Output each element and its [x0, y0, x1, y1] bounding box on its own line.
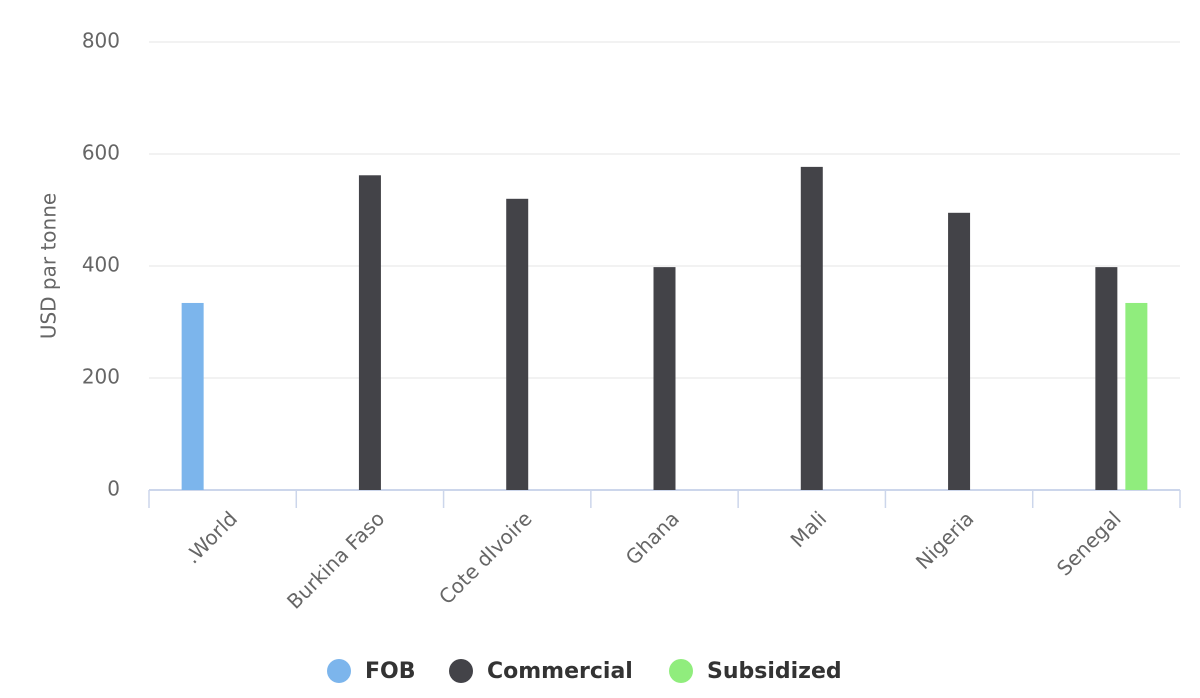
x-tick-label: .World: [180, 506, 242, 568]
y-tick-label: 0: [107, 477, 120, 501]
x-tick-label: Senegal: [1052, 506, 1126, 580]
legend-text[interactable]: FOB: [365, 659, 416, 684]
y-tick-label: 600: [82, 141, 120, 165]
y-tick-label: 800: [82, 29, 120, 53]
legend-text[interactable]: Subsidized: [707, 659, 842, 684]
x-tick-label: Nigeria: [911, 506, 979, 574]
bar: [653, 267, 676, 490]
legend-marker[interactable]: [449, 659, 473, 683]
legend-marker[interactable]: [327, 659, 351, 683]
bar: [1125, 302, 1148, 490]
legend-marker[interactable]: [669, 659, 693, 683]
bar: [181, 302, 204, 490]
legend-text[interactable]: Commercial: [487, 659, 633, 684]
x-tick-label: Burkina Faso: [282, 506, 389, 613]
y-tick-label: 200: [82, 365, 120, 389]
bar: [358, 175, 381, 490]
x-tick-label: Mali: [786, 506, 832, 552]
bar: [506, 198, 529, 491]
y-axis-title: USD par tonne: [37, 193, 61, 339]
bar: [948, 212, 971, 491]
bar: [1095, 267, 1118, 490]
bar: [800, 166, 823, 490]
x-tick-label: Ghana: [621, 506, 684, 569]
y-tick-label: 400: [82, 253, 120, 277]
x-tick-label: Cote dIvoire: [434, 506, 537, 609]
